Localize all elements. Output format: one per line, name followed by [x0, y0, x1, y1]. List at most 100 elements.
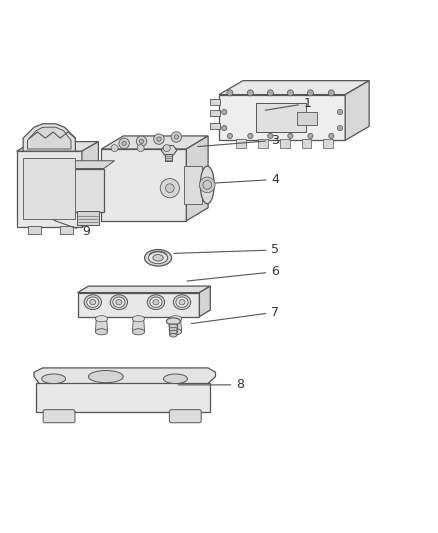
Ellipse shape: [176, 297, 188, 308]
Ellipse shape: [87, 297, 99, 308]
Polygon shape: [102, 136, 208, 149]
Bar: [60, 227, 73, 235]
Text: 7: 7: [191, 306, 279, 324]
Circle shape: [111, 144, 118, 151]
FancyBboxPatch shape: [258, 140, 268, 148]
Ellipse shape: [90, 300, 96, 305]
Circle shape: [337, 125, 343, 131]
Circle shape: [166, 184, 174, 192]
Text: 5: 5: [174, 244, 279, 256]
Ellipse shape: [132, 316, 145, 322]
FancyBboxPatch shape: [297, 112, 317, 125]
FancyBboxPatch shape: [256, 103, 306, 132]
Polygon shape: [219, 94, 345, 140]
Ellipse shape: [148, 252, 168, 264]
Circle shape: [268, 133, 273, 139]
Polygon shape: [169, 324, 178, 335]
FancyBboxPatch shape: [237, 140, 246, 148]
FancyBboxPatch shape: [210, 110, 220, 116]
Ellipse shape: [110, 295, 127, 310]
Polygon shape: [132, 319, 145, 332]
Ellipse shape: [163, 374, 187, 384]
FancyBboxPatch shape: [302, 140, 311, 148]
Circle shape: [174, 135, 179, 139]
Circle shape: [308, 133, 313, 139]
FancyBboxPatch shape: [210, 123, 220, 130]
Text: 1: 1: [265, 97, 312, 110]
Circle shape: [247, 90, 253, 96]
Circle shape: [199, 177, 215, 193]
Polygon shape: [82, 142, 99, 228]
Polygon shape: [78, 293, 199, 317]
Bar: [166, 154, 173, 161]
Text: 6: 6: [187, 265, 279, 281]
Polygon shape: [17, 151, 82, 228]
Ellipse shape: [179, 300, 185, 305]
Circle shape: [248, 133, 253, 139]
Polygon shape: [186, 136, 208, 221]
FancyBboxPatch shape: [77, 211, 99, 225]
Ellipse shape: [150, 297, 162, 308]
Ellipse shape: [95, 329, 108, 335]
Polygon shape: [23, 124, 75, 151]
Ellipse shape: [173, 295, 191, 310]
Circle shape: [122, 141, 126, 146]
Circle shape: [288, 133, 293, 139]
FancyBboxPatch shape: [323, 140, 333, 148]
Circle shape: [119, 138, 129, 149]
Polygon shape: [17, 142, 99, 151]
Circle shape: [328, 133, 334, 139]
Ellipse shape: [95, 316, 108, 322]
Circle shape: [222, 125, 227, 131]
Polygon shape: [345, 80, 369, 140]
Ellipse shape: [200, 166, 214, 204]
Ellipse shape: [42, 374, 66, 384]
Bar: [28, 227, 41, 235]
Polygon shape: [170, 319, 182, 332]
Circle shape: [157, 137, 161, 141]
Circle shape: [203, 181, 212, 189]
Ellipse shape: [166, 318, 180, 325]
Ellipse shape: [170, 329, 182, 335]
Text: 8: 8: [178, 378, 244, 391]
Polygon shape: [73, 168, 104, 212]
Ellipse shape: [113, 297, 125, 308]
Circle shape: [139, 139, 144, 143]
Ellipse shape: [84, 295, 102, 310]
Polygon shape: [36, 383, 210, 413]
Ellipse shape: [153, 300, 159, 305]
Polygon shape: [102, 149, 186, 221]
Circle shape: [307, 90, 314, 96]
FancyBboxPatch shape: [43, 410, 75, 423]
Polygon shape: [28, 127, 71, 149]
Text: 4: 4: [205, 173, 279, 186]
FancyBboxPatch shape: [210, 99, 220, 106]
FancyBboxPatch shape: [280, 140, 290, 148]
Circle shape: [227, 90, 233, 96]
Polygon shape: [71, 161, 115, 168]
Circle shape: [137, 144, 144, 151]
Ellipse shape: [170, 334, 177, 337]
Text: 3: 3: [198, 134, 279, 147]
Circle shape: [227, 133, 233, 139]
Circle shape: [267, 90, 273, 96]
Polygon shape: [199, 286, 210, 317]
Text: 9: 9: [54, 221, 90, 238]
Polygon shape: [161, 146, 177, 155]
Circle shape: [222, 109, 227, 115]
Circle shape: [136, 136, 147, 147]
Circle shape: [171, 132, 182, 142]
Ellipse shape: [88, 370, 123, 383]
Circle shape: [328, 90, 334, 96]
Ellipse shape: [153, 255, 163, 261]
Circle shape: [160, 179, 180, 198]
Polygon shape: [78, 286, 210, 293]
Circle shape: [287, 90, 293, 96]
Circle shape: [154, 134, 164, 144]
Polygon shape: [184, 166, 202, 204]
FancyBboxPatch shape: [170, 410, 201, 423]
Polygon shape: [34, 368, 215, 385]
FancyBboxPatch shape: [23, 158, 75, 219]
Ellipse shape: [116, 300, 122, 305]
Ellipse shape: [145, 249, 172, 266]
